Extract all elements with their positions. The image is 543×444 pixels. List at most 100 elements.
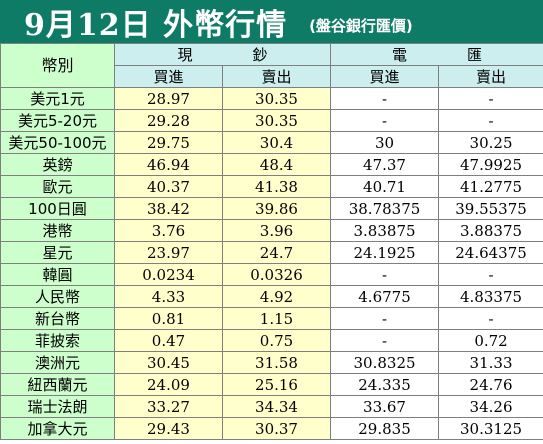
group-header-row: 幣別 現鈔 電匯 bbox=[0, 43, 543, 88]
table-row: 菲披索 0.47 0.75-0.72 bbox=[0, 329, 543, 352]
wire-buy-cell: 30 bbox=[330, 131, 440, 154]
cash-sell-cell: 1.15 bbox=[221, 307, 332, 330]
currency-cell: 韓圓 bbox=[0, 263, 115, 286]
currency-cell: 紐西蘭元 bbox=[0, 373, 115, 396]
wire-sell-cell: - bbox=[438, 109, 543, 132]
table-row: 美元1元 28.97 30.35- - bbox=[0, 87, 543, 110]
wire-buy-cell: 24.335 bbox=[330, 373, 440, 396]
table-row: 港幣 3.76 3.96 3.83875 3.88375 bbox=[0, 219, 543, 242]
currency-cell: 人民幣 bbox=[0, 285, 115, 308]
wire-sell-cell: - bbox=[438, 263, 543, 286]
currency-cell: 加拿大元 bbox=[0, 417, 115, 440]
table-row: 星元 23.97 24.7 24.1925 24.64375 bbox=[0, 241, 543, 264]
currency-cell: 新台幣 bbox=[0, 307, 115, 330]
wire-sell-header: 賣出 bbox=[438, 65, 543, 88]
cash-buy-cell: 3.76 bbox=[114, 219, 223, 242]
cash-buy-cell: 29.43 bbox=[114, 417, 223, 440]
cash-sell-cell: 24.7 bbox=[221, 241, 332, 264]
currency-cell: 菲披索 bbox=[0, 329, 115, 352]
currency-cell: 美元1元 bbox=[0, 87, 115, 110]
wire-sell-cell: 4.83375 bbox=[438, 285, 543, 308]
cash-buy-cell: 46.94 bbox=[114, 153, 223, 176]
subheader-row: 買進 賣出 買進 賣出 bbox=[1, 65, 543, 88]
cash-sell-cell: 0.0326 bbox=[221, 263, 332, 286]
table-row: 瑞士法朗 33.27 34.34 33.67 34.26 bbox=[0, 395, 543, 418]
wire-buy-cell: - bbox=[330, 87, 440, 110]
cash-sell-cell: 30.37 bbox=[221, 417, 332, 440]
currency-cell: 美元50-100元 bbox=[0, 131, 115, 154]
wire-buy-cell: 40.71 bbox=[330, 175, 440, 198]
cash-sell-cell: 0.75 bbox=[221, 329, 332, 352]
cash-sell-cell: 3.96 bbox=[221, 219, 332, 242]
table-row: 100日圓 38.42 39.86 38.78375 39.55375 bbox=[0, 197, 543, 220]
table-row: 美元5-20元 29.28 30.35- - bbox=[0, 109, 543, 132]
table-row: 英鎊 46.94 48.4 47.37 47.9925 bbox=[0, 153, 543, 176]
cash-sell-cell: 30.4 bbox=[221, 131, 332, 154]
table-row: 美元50-100元 29.75 30.4 30 30.25 bbox=[0, 131, 543, 154]
cash-buy-cell: 0.81 bbox=[114, 307, 223, 330]
wire-buy-cell: 4.6775 bbox=[330, 285, 440, 308]
wire-buy-cell: 47.37 bbox=[330, 153, 440, 176]
wire-sell-cell: 30.25 bbox=[438, 131, 543, 154]
cash-sell-header: 賣出 bbox=[221, 65, 332, 88]
currency-cell: 美元5-20元 bbox=[0, 109, 115, 132]
cash-buy-cell: 28.97 bbox=[114, 87, 223, 110]
cash-buy-cell: 30.45 bbox=[114, 351, 223, 374]
cash-buy-cell: 4.33 bbox=[114, 285, 223, 308]
cash-buy-cell: 33.27 bbox=[114, 395, 223, 418]
wire-buy-cell: 30.8325 bbox=[330, 351, 440, 374]
cash-sell-cell: 48.4 bbox=[221, 153, 332, 176]
title-bar: 9月12日 外幣行情 (盤谷銀行匯價) bbox=[0, 0, 543, 43]
wire-buy-cell: - bbox=[330, 329, 440, 352]
wire-sell-cell: - bbox=[438, 87, 543, 110]
cash-buy-cell: 38.42 bbox=[114, 197, 223, 220]
wire-buy-cell: - bbox=[330, 109, 440, 132]
wire-buy-cell: - bbox=[330, 263, 440, 286]
currency-cell: 澳洲元 bbox=[0, 351, 115, 374]
wire-sell-cell: 34.26 bbox=[438, 395, 543, 418]
wire-buy-cell: 29.835 bbox=[330, 417, 440, 440]
currency-cell: 100日圓 bbox=[0, 197, 115, 220]
wire-buy-cell: - bbox=[330, 307, 440, 330]
table-row: 加拿大元 29.43 30.37 29.835 30.3125 bbox=[0, 417, 543, 440]
wire-sell-cell: 41.2775 bbox=[438, 175, 543, 198]
table-row: 新台幣 0.81 1.15- - bbox=[0, 307, 543, 330]
wire-group-header: 電匯 bbox=[330, 43, 543, 66]
cash-sell-cell: 30.35 bbox=[221, 109, 332, 132]
wire-buy-cell: 33.67 bbox=[330, 395, 440, 418]
cash-sell-cell: 30.35 bbox=[221, 87, 332, 110]
wire-buy-cell: 3.83875 bbox=[330, 219, 440, 242]
currency-cell: 瑞士法朗 bbox=[0, 395, 115, 418]
cash-sell-cell: 31.58 bbox=[221, 351, 332, 374]
wire-buy-cell: 38.78375 bbox=[330, 197, 440, 220]
cash-sell-cell: 4.92 bbox=[221, 285, 332, 308]
cash-buy-cell: 24.09 bbox=[114, 373, 223, 396]
cash-buy-cell: 40.37 bbox=[114, 175, 223, 198]
cash-buy-cell: 29.28 bbox=[114, 109, 223, 132]
currency-cell: 英鎊 bbox=[0, 153, 115, 176]
cash-buy-cell: 29.75 bbox=[114, 131, 223, 154]
cash-sell-cell: 25.16 bbox=[221, 373, 332, 396]
cash-sell-cell: 34.34 bbox=[221, 395, 332, 418]
wire-sell-cell: 24.76 bbox=[438, 373, 543, 396]
wire-sell-cell: 47.9925 bbox=[438, 153, 543, 176]
wire-sell-cell: 39.55375 bbox=[438, 197, 543, 220]
wire-sell-cell: 30.3125 bbox=[438, 417, 543, 440]
wire-buy-header: 買進 bbox=[330, 65, 440, 88]
wire-sell-cell: 3.88375 bbox=[438, 219, 543, 242]
cash-sell-cell: 41.38 bbox=[221, 175, 332, 198]
cash-buy-cell: 23.97 bbox=[114, 241, 223, 264]
exchange-rate-table: 幣別 現鈔 電匯 買進 賣出 買進 賣出 美元1元 28.97 30.35- - 美元5… bbox=[0, 43, 543, 440]
table-row: 人民幣 4.33 4.92 4.6775 4.83375 bbox=[0, 285, 543, 308]
cash-sell-cell: 39.86 bbox=[221, 197, 332, 220]
cash-buy-cell: 0.47 bbox=[114, 329, 223, 352]
table-row: 紐西蘭元 24.09 25.16 24.335 24.76 bbox=[0, 373, 543, 396]
cash-group-header: 現鈔 bbox=[113, 43, 332, 66]
source-note: (盤谷銀行匯價) bbox=[309, 17, 413, 35]
currency-cell: 歐元 bbox=[0, 175, 115, 198]
cash-buy-cell: 0.0234 bbox=[114, 263, 223, 286]
table-row: 澳洲元 30.45 31.58 30.8325 31.33 bbox=[0, 351, 543, 374]
page-title: 9月12日 外幣行情 bbox=[24, 7, 288, 43]
currency-cell: 港幣 bbox=[0, 219, 115, 242]
